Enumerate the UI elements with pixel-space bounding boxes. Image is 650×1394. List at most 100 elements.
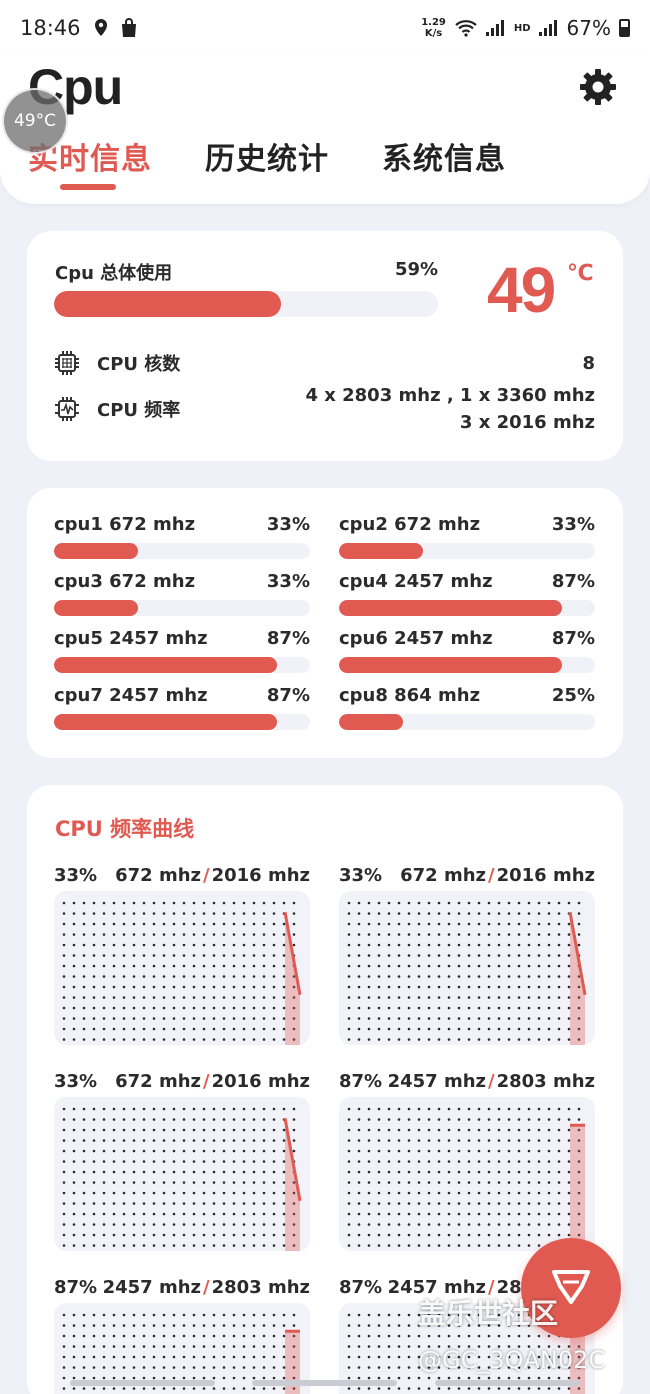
core-item: cpu6 2457 mhz 87% [339, 628, 595, 682]
overall-usage-bar-fill [54, 291, 281, 317]
core-percent: 33% [266, 514, 310, 535]
graph-plot [339, 891, 595, 1045]
core-percent: 87% [266, 685, 310, 706]
core-usage-bar [339, 543, 595, 559]
core-usage-bar [339, 714, 595, 730]
overall-usage-bar [54, 291, 438, 317]
graph-current-freq: 2457 mhz [387, 1071, 486, 1092]
core-usage-bar [339, 657, 595, 673]
floating-action-button[interactable] [521, 1238, 621, 1338]
net-speed: 1.29 K/s [421, 17, 446, 39]
core-usage-bar-fill [54, 600, 139, 616]
nav-hint-left [70, 1380, 215, 1386]
graph-separator: / [488, 1071, 495, 1092]
location-icon [94, 19, 107, 36]
graph-current-freq: 672 mhz [115, 865, 201, 886]
graph-plot [54, 891, 310, 1045]
graph-separator: / [203, 1071, 210, 1092]
core-usage-bar-fill [54, 714, 277, 730]
core-name: cpu7 2457 mhz [54, 685, 208, 706]
temperature-floating-bubble[interactable]: 49°C [2, 88, 68, 154]
tab-bar: 实时信息 历史统计 系统信息 [0, 134, 650, 194]
overall-usage-label: Cpu 总体使用 [55, 263, 173, 284]
core-name: cpu8 864 mhz [339, 685, 481, 706]
core-usage-bar [54, 657, 310, 673]
frequency-area [570, 1125, 585, 1251]
frequency-line [283, 911, 302, 996]
graph-plot [54, 1303, 310, 1394]
frequency-graph-svg [347, 1107, 585, 1251]
frequency-graph-svg [62, 901, 302, 1045]
core-name: cpu2 672 mhz [339, 514, 481, 535]
per-core-card: cpu1 672 mhz 33% cpu2 672 mhz 33% cpu3 672 m… [27, 488, 623, 758]
core-percent: 33% [551, 514, 595, 535]
core-usage-bar [54, 600, 310, 616]
frequency-label: CPU 频率 [97, 400, 181, 421]
core-percent: 87% [551, 628, 595, 649]
frequency-line [568, 911, 587, 996]
graph-current-freq: 672 mhz [400, 865, 486, 886]
4g-icon [538, 20, 559, 36]
cpu-temperature: 49 [487, 254, 556, 326]
signal-icon [485, 20, 506, 36]
app-header: Cpu 实时信息 历史统计 系统信息 [0, 56, 650, 204]
gear-icon[interactable] [578, 67, 618, 107]
graph-plot [339, 1097, 595, 1251]
core-usage-bar-fill [54, 543, 139, 559]
graph-current-freq: 2457 mhz [387, 1277, 486, 1298]
frequency-value-line1: 4 x 2803 mhz , 1 x 3360 mhz [305, 385, 595, 406]
graph-percent: 87% [339, 1071, 383, 1092]
frequency-curve-card: CPU 频率曲线 33% 672 mhz/2016 mhz 33% 672 mhz/2… [27, 785, 623, 1394]
core-usage-bar [54, 714, 310, 730]
battery-icon [619, 19, 630, 37]
core-name: cpu3 672 mhz [54, 571, 196, 592]
core-usage-bar-fill [339, 600, 562, 616]
core-item: cpu4 2457 mhz 87% [339, 571, 595, 625]
tab-history[interactable]: 历史统计 [205, 142, 329, 177]
cpu-temperature-unit: ℃ [567, 261, 594, 286]
wifi-icon [455, 20, 477, 37]
frequency-row: CPU 频率 [53, 395, 180, 423]
frequency-area [285, 1331, 300, 1394]
frequency-area [285, 1118, 300, 1251]
core-usage-bar-fill [54, 657, 277, 673]
core-item: cpu5 2457 mhz 87% [54, 628, 310, 682]
core-item: cpu8 864 mhz 25% [339, 685, 595, 739]
graph-percent: 33% [339, 865, 383, 886]
battery-percent: 67% [566, 16, 611, 40]
overview-card: Cpu 总体使用 59% 49 ℃ CPU 核数 8 CPU 频率 4 x 28… [27, 231, 623, 461]
chip-icon [55, 351, 79, 375]
heart-badge-icon [552, 1270, 590, 1304]
status-time: 18:46 [20, 16, 81, 40]
tab-active-indicator [60, 184, 116, 190]
core-item: cpu3 672 mhz 33% [54, 571, 310, 625]
frequency-line [283, 1117, 302, 1202]
graph-current-freq: 672 mhz [115, 1071, 201, 1092]
core-percent: 25% [551, 685, 595, 706]
core-usage-bar-fill [339, 714, 403, 730]
core-name: cpu1 672 mhz [54, 514, 196, 535]
graph-max-freq: 2016 mhz [211, 1071, 310, 1092]
graph-max-freq: 2803 mhz [496, 1071, 595, 1092]
core-item: cpu7 2457 mhz 87% [54, 685, 310, 739]
core-name: cpu6 2457 mhz [339, 628, 493, 649]
core-percent: 33% [266, 571, 310, 592]
core-percent: 87% [266, 628, 310, 649]
core-usage-bar [339, 600, 595, 616]
nav-hint-center [252, 1380, 397, 1386]
hd-icon: HD [513, 22, 531, 34]
overall-usage-percent: 59% [395, 259, 439, 280]
cores-row: CPU 核数 [53, 349, 180, 377]
core-usage-bar-fill [339, 543, 424, 559]
core-percent: 87% [551, 571, 595, 592]
shopping-bag-icon [121, 18, 136, 37]
graph-max-freq: 2016 mhz [211, 865, 310, 886]
core-name: cpu5 2457 mhz [54, 628, 208, 649]
tab-system-info[interactable]: 系统信息 [382, 142, 506, 177]
graph-separator: / [488, 1277, 495, 1298]
frequency-value-line2: 3 x 2016 mhz [459, 412, 595, 433]
graph-current-freq: 2457 mhz [102, 1277, 201, 1298]
status-bar: 18:46 1.29 K/s HD 67% [0, 0, 650, 56]
graph-max-freq: 2803 mhz [211, 1277, 310, 1298]
cores-label: CPU 核数 [97, 354, 181, 375]
